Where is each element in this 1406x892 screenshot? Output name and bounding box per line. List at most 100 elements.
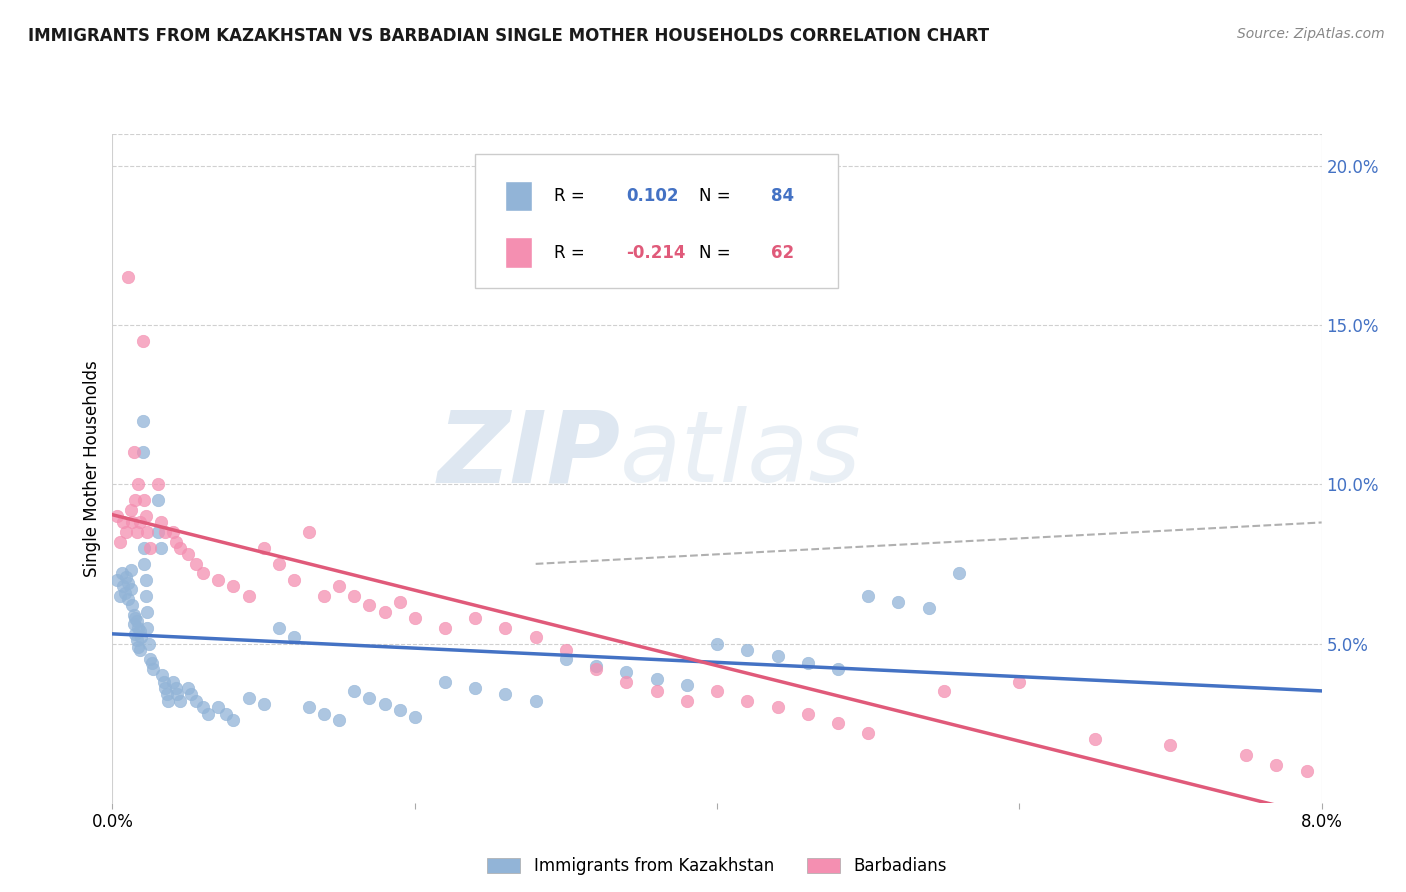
Point: [433, 674, 456, 689]
Point: [124, 611, 146, 625]
Point: [645, 672, 668, 686]
Point: [149, 541, 172, 555]
Point: [616, 665, 638, 680]
Point: [134, 541, 156, 555]
Point: [146, 493, 169, 508]
Point: [1234, 747, 1257, 762]
Point: [132, 445, 155, 459]
Point: [117, 270, 139, 285]
Point: [1084, 732, 1107, 747]
Point: [524, 630, 547, 644]
Text: IMMIGRANTS FROM KAZAKHSTAN VS BARBADIAN SINGLE MOTHER HOUSEHOLDS CORRELATION CHA: IMMIGRANTS FROM KAZAKHSTAN VS BARBADIAN …: [28, 27, 990, 45]
FancyBboxPatch shape: [506, 237, 531, 268]
Point: [146, 524, 169, 539]
Point: [917, 601, 939, 615]
Point: [128, 516, 150, 530]
Point: [166, 688, 188, 702]
Point: [283, 630, 305, 644]
Point: [675, 694, 697, 708]
Point: [827, 716, 849, 731]
Point: [207, 700, 229, 714]
Point: [135, 509, 157, 524]
Point: [796, 706, 818, 721]
Point: [766, 700, 789, 714]
Point: [554, 652, 576, 666]
Point: [110, 566, 132, 581]
Point: [495, 688, 517, 702]
Point: [267, 557, 290, 571]
Point: [298, 524, 321, 539]
Point: [122, 617, 145, 632]
Point: [105, 509, 128, 524]
Point: [128, 643, 150, 657]
Point: [359, 690, 381, 705]
Point: [169, 541, 191, 555]
Point: [117, 591, 139, 606]
Point: [948, 566, 970, 581]
Point: [887, 595, 910, 609]
Point: [139, 541, 162, 555]
Point: [215, 706, 238, 721]
Point: [238, 690, 260, 705]
Point: [197, 706, 219, 721]
Text: N =: N =: [699, 187, 735, 205]
Point: [856, 589, 880, 603]
Point: [132, 334, 155, 348]
Point: [134, 557, 156, 571]
Point: [127, 621, 149, 635]
Point: [157, 694, 180, 708]
Point: [122, 445, 145, 459]
Point: [1295, 764, 1317, 778]
Point: [585, 658, 607, 673]
Point: [253, 697, 276, 711]
Point: [162, 524, 184, 539]
Point: [796, 656, 818, 670]
Point: [121, 599, 143, 613]
Point: [135, 589, 157, 603]
Point: [124, 493, 146, 508]
Point: [253, 541, 276, 555]
Point: [112, 579, 135, 593]
Point: [142, 662, 165, 676]
Point: [108, 534, 131, 549]
Point: [645, 684, 668, 698]
Point: [169, 694, 191, 708]
Point: [177, 681, 200, 695]
Point: [238, 589, 260, 603]
Point: [162, 674, 184, 689]
Point: [343, 684, 366, 698]
Point: [128, 624, 150, 638]
Point: [184, 694, 207, 708]
Point: [932, 684, 955, 698]
Text: 84: 84: [772, 187, 794, 205]
Point: [139, 652, 162, 666]
Point: [136, 524, 159, 539]
Point: [114, 585, 136, 599]
Legend: Immigrants from Kazakhstan, Barbadians: Immigrants from Kazakhstan, Barbadians: [481, 850, 953, 881]
Point: [766, 649, 789, 664]
Point: [184, 557, 207, 571]
Point: [112, 516, 135, 530]
Y-axis label: Single Mother Households: Single Mother Households: [83, 360, 101, 576]
Point: [737, 643, 759, 657]
Point: [312, 589, 335, 603]
Point: [1265, 757, 1288, 772]
Point: [298, 700, 321, 714]
Point: [115, 524, 138, 539]
Point: [156, 688, 179, 702]
Point: [388, 595, 411, 609]
Point: [328, 579, 350, 593]
Point: [524, 694, 547, 708]
Text: atlas: atlas: [620, 407, 862, 503]
Point: [122, 607, 145, 622]
Text: R =: R =: [554, 244, 591, 262]
Point: [404, 611, 426, 625]
Point: [120, 502, 142, 516]
Point: [856, 725, 880, 739]
FancyBboxPatch shape: [506, 181, 531, 211]
Point: [127, 640, 149, 654]
Text: -0.214: -0.214: [626, 244, 686, 262]
Point: [191, 700, 215, 714]
Point: [129, 630, 152, 644]
Point: [108, 589, 131, 603]
